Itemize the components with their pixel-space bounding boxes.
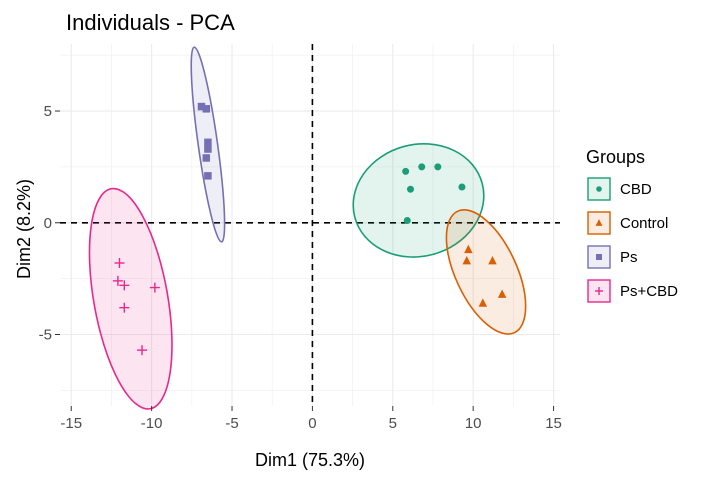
x-axis-title: Dim1 (75.3%) xyxy=(255,450,365,470)
x-tick-label: -10 xyxy=(141,415,163,432)
y-tick-label: -5 xyxy=(39,326,52,343)
point-control xyxy=(464,244,473,254)
grid-minor xyxy=(60,44,560,406)
point-ps xyxy=(204,138,212,147)
point-ps xyxy=(197,102,206,111)
x-axis-ticks: -15 -10 -5 0 5 10 15 xyxy=(60,406,562,432)
x-tick-label: 0 xyxy=(308,415,316,432)
point-ps xyxy=(204,145,212,153)
point-ps xyxy=(202,154,211,162)
point-cbd xyxy=(418,163,426,171)
point-ps-cbd xyxy=(136,345,147,356)
point-ps-cbd xyxy=(119,302,130,313)
point-ps xyxy=(204,172,212,180)
point-ps xyxy=(202,105,211,113)
x-tick-label: -5 xyxy=(225,415,238,432)
data-points xyxy=(112,102,507,356)
legend-marker-control xyxy=(595,219,603,226)
legend: Groups CBD Control Ps Ps+CBD xyxy=(586,147,678,303)
point-cbd xyxy=(403,217,411,225)
point-control xyxy=(478,298,488,307)
plot-panel xyxy=(60,44,560,406)
point-cbd xyxy=(402,167,410,175)
point-ps-cbd xyxy=(114,257,125,268)
point-ps-cbd xyxy=(112,275,123,286)
ellipse-control xyxy=(445,209,527,335)
point-control xyxy=(497,289,507,298)
legend-label-control: Control xyxy=(620,215,668,232)
legend-label-ps: Ps xyxy=(620,249,638,266)
point-ps-cbd xyxy=(149,282,160,293)
point-cbd xyxy=(434,163,442,171)
x-tick-label: 10 xyxy=(465,415,482,432)
y-tick-label: 5 xyxy=(44,103,52,120)
legend-marker-ps-cbd xyxy=(595,287,603,295)
reference-lines xyxy=(60,44,560,406)
y-tick-label: 0 xyxy=(44,215,52,232)
y-axis-ticks: -5 0 5 xyxy=(39,103,60,343)
x-tick-label: 15 xyxy=(545,415,562,432)
legend-label-cbd: CBD xyxy=(620,181,652,198)
point-cbd xyxy=(458,183,466,191)
ellipse-cbd xyxy=(352,143,485,258)
legend-items: CBD Control Ps Ps+CBD xyxy=(587,177,678,303)
x-tick-label: 5 xyxy=(389,415,397,432)
legend-marker-ps xyxy=(596,254,602,260)
y-axis-title: Dim2 (8.2%) xyxy=(14,179,34,279)
ellipse-ps-cbd xyxy=(88,187,173,410)
legend-label-ps-cbd: Ps+CBD xyxy=(620,283,678,300)
legend-title: Groups xyxy=(586,147,645,167)
x-tick-label: -15 xyxy=(60,415,82,432)
chart-title: Individuals - PCA xyxy=(66,10,235,35)
legend-marker-cbd xyxy=(596,186,602,192)
point-cbd xyxy=(406,185,414,193)
point-control xyxy=(462,255,472,265)
point-control xyxy=(488,255,497,265)
point-ps-cbd xyxy=(119,280,130,291)
